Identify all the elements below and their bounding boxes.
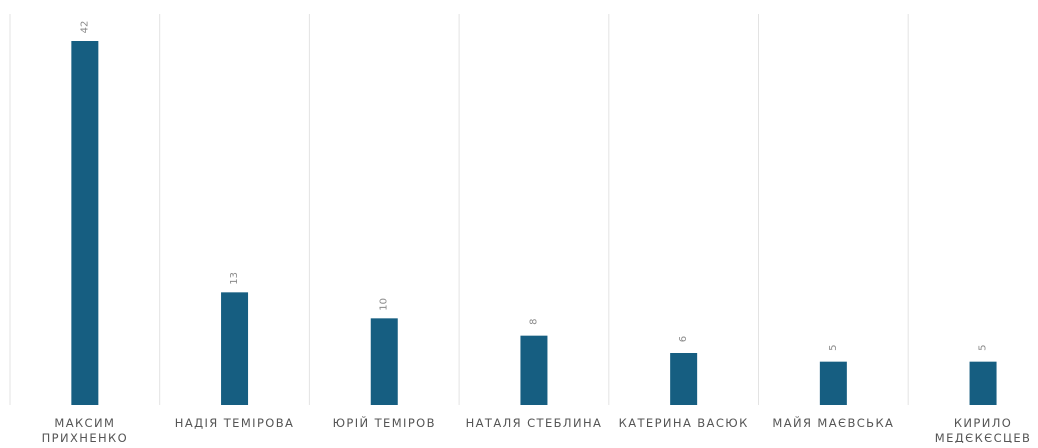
bar: [520, 335, 548, 405]
category-label: МАЙЯ МАЄВСЬКА: [772, 415, 894, 430]
bar: [71, 41, 99, 405]
bar: [670, 353, 698, 405]
category-labels: МАКСИМ ПРИХНЕНКО НАДІЯ ТЕМІРОВА ЮРІЙ ТЕМІРО…: [42, 415, 1032, 445]
category-label-line: КАТЕРИНА ВАСЮК: [619, 416, 749, 430]
value-label: 42: [79, 21, 90, 34]
category-label: НАТАЛЯ СТЕБЛИНА: [466, 416, 603, 430]
category-label-line: МЕДЄКЄСЦЕВ: [935, 431, 1032, 443]
category-label-line: МАКСИМ: [54, 416, 115, 430]
bar: [969, 361, 997, 405]
category-label: НАДІЯ ТЕМІРОВА: [175, 416, 294, 430]
value-label: 13: [229, 272, 240, 285]
category-label-line: ПРИХНЕНКО: [42, 431, 128, 443]
bars: [71, 41, 997, 405]
category-label-line: НАТАЛЯ СТЕБЛИНА: [466, 416, 603, 430]
category-label-line: МАЙЯ МАЄВСЬКА: [772, 415, 894, 430]
value-label: 5: [828, 344, 839, 350]
category-label: МАКСИМ ПРИХНЕНКО: [42, 416, 128, 443]
bar: [221, 292, 249, 405]
value-label: 10: [379, 298, 390, 311]
bar: [370, 318, 398, 405]
value-label: 8: [528, 318, 539, 324]
grid-lines: [9, 14, 909, 405]
bar: [819, 361, 847, 405]
category-label: ЮРІЙ ТЕМІРОВ: [333, 415, 436, 430]
category-label: КАТЕРИНА ВАСЮК: [619, 416, 749, 430]
category-label: КИРИЛО МЕДЄКЄСЦЕВ: [935, 416, 1032, 443]
category-label-line: КИРИЛО: [954, 416, 1012, 430]
category-label-line: НАДІЯ ТЕМІРОВА: [175, 416, 294, 430]
value-label: 6: [678, 336, 689, 342]
category-label-line: ЮРІЙ ТЕМІРОВ: [333, 415, 436, 430]
value-label: 5: [978, 344, 989, 350]
value-labels: 42 13 10 8 6 5 5: [79, 21, 988, 351]
